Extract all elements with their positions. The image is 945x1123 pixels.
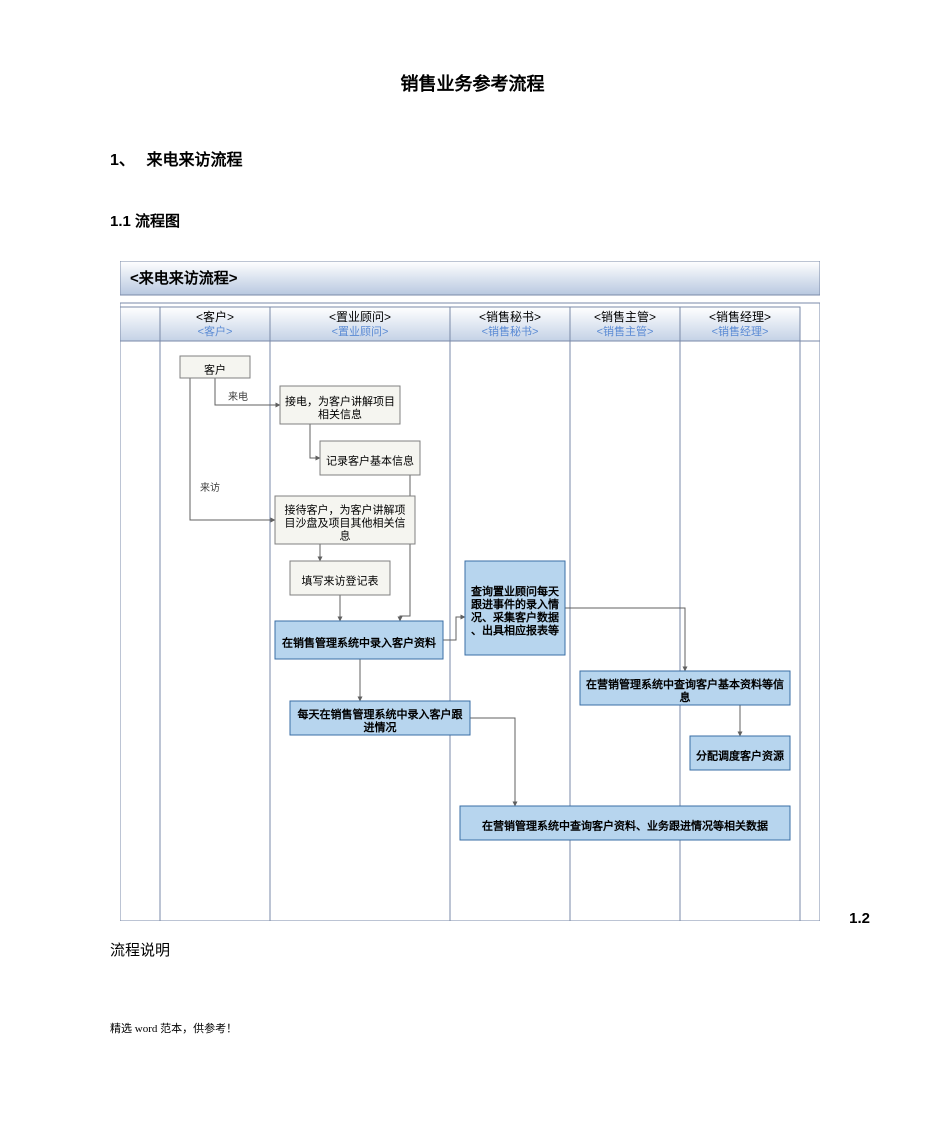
footer-note: 精选 word 范本，供参考！: [110, 1020, 835, 1036]
svg-text:<销售主管>: <销售主管>: [594, 309, 656, 324]
flowchart-container: <来电来访流程> <客户><客户> <置业顾问><置业顾问> <销售秘书><销售秘书>…: [120, 261, 820, 921]
svg-text:<客户>: <客户>: [198, 324, 233, 338]
svg-text:<来电来访流程>: <来电来访流程>: [130, 269, 238, 287]
doc-title: 销售业务参考流程: [110, 70, 835, 96]
svg-text:<置业顾问>: <置业顾问>: [329, 310, 391, 324]
svg-text:<销售主管>: <销售主管>: [597, 324, 654, 338]
section-1-1-heading: 1.1 流程图: [110, 210, 835, 231]
section-1-heading: 1、 来电来访流程: [110, 146, 835, 170]
svg-text:填写来访登记表: 填写来访登记表: [302, 573, 379, 587]
flowchart-svg: <来电来访流程> <客户><客户> <置业顾问><置业顾问> <销售秘书><销售秘书>…: [120, 261, 820, 921]
svg-text:在销售管理系统中录入客户资料: 在销售管理系统中录入客户资料: [282, 635, 436, 649]
svg-text:记录客户基本信息: 记录客户基本信息: [326, 453, 414, 467]
svg-text:<销售秘书>: <销售秘书>: [482, 324, 539, 338]
svg-text:查询置业顾问每天跟进事件的录入情况、采集客户数据、出具相应报: 查询置业顾问每天跟进事件的录入情况、采集客户数据、出具相应报表等: [471, 584, 560, 637]
svg-text:来访: 来访: [200, 482, 220, 494]
svg-text:在营销管理系统中查询客户资料、业务跟进情况等相关数据: 在营销管理系统中查询客户资料、业务跟进情况等相关数据: [482, 818, 768, 832]
svg-text:客户: 客户: [204, 362, 226, 376]
svg-text:分配调度客户资源: 分配调度客户资源: [696, 748, 784, 762]
svg-text:<销售经理>: <销售经理>: [709, 309, 771, 324]
svg-text:<置业顾问>: <置业顾问>: [332, 325, 389, 338]
section-1-num: 1、: [110, 146, 142, 170]
svg-text:来电: 来电: [228, 390, 248, 403]
svg-text:<销售秘书>: <销售秘书>: [479, 309, 541, 324]
svg-text:<客户>: <客户>: [196, 309, 234, 324]
section-1-2-num: 1.2: [849, 910, 870, 927]
section-1-title: 来电来访流程: [146, 152, 242, 169]
section-1-2-label: 流程说明: [110, 939, 835, 960]
svg-text:<销售经理>: <销售经理>: [712, 324, 769, 338]
